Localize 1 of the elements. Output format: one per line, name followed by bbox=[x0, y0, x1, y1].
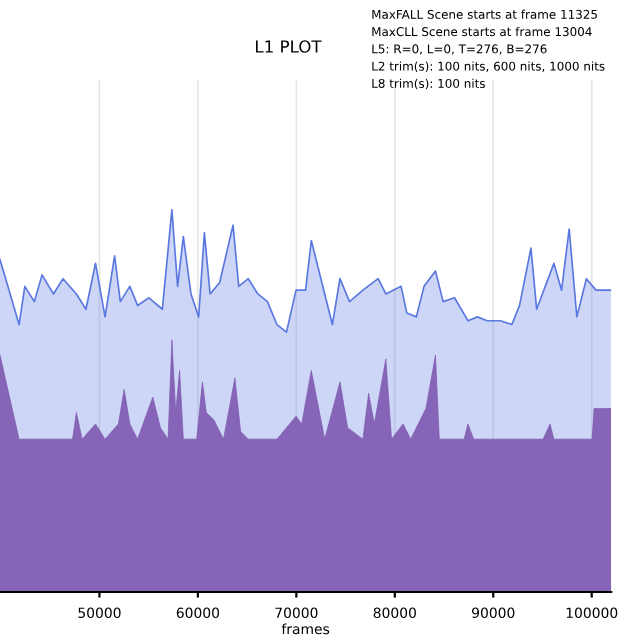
chart-title: L1 PLOT bbox=[256, 40, 322, 53]
